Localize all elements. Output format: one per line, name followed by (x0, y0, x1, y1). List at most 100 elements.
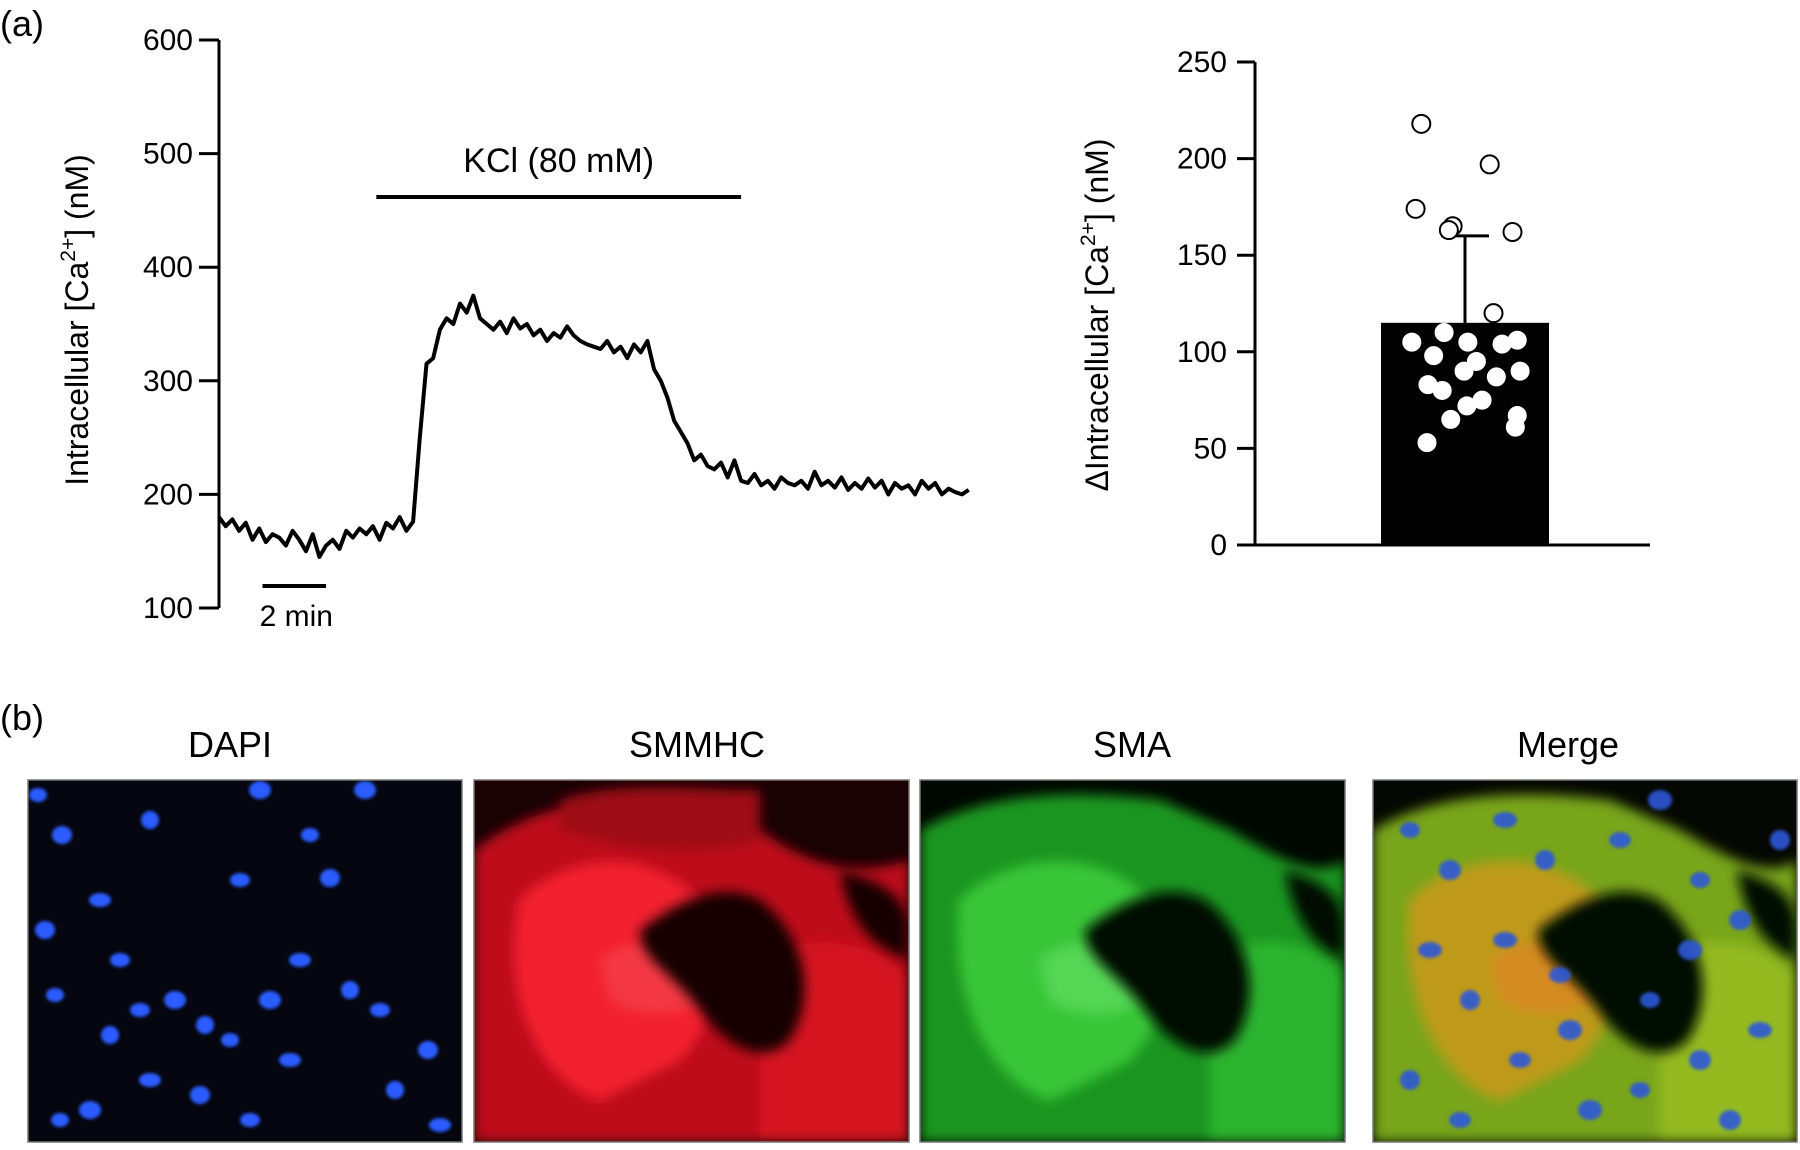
micrograph-sma-frame (919, 779, 1346, 1143)
bar-data-point (1417, 433, 1437, 453)
nucleus-mark (1578, 1100, 1602, 1120)
bar-data-point (1454, 361, 1474, 381)
micrograph-merge-image (1373, 780, 1797, 1142)
bar-y-tick-label: 250 (1177, 46, 1227, 79)
micrograph-smmhc-frame (473, 779, 910, 1143)
nucleus-mark (279, 1053, 301, 1067)
bar-data-point (1458, 332, 1478, 352)
micrograph-dapi-frame (27, 779, 463, 1143)
bar-data-point (1405, 198, 1426, 219)
nucleus-mark (259, 991, 281, 1009)
bar-data-point (1432, 380, 1452, 400)
nucleus-mark (1460, 990, 1480, 1010)
nucleus-mark (1690, 872, 1710, 888)
nucleus-mark (1418, 942, 1442, 958)
nucleus-mark (190, 1086, 210, 1104)
nucleus-mark (46, 988, 64, 1002)
bar-y-title-sup: 2+ (1077, 222, 1100, 246)
nucleus-mark (1609, 832, 1631, 848)
nucleus-mark (130, 1003, 150, 1017)
nucleus-mark (221, 1033, 239, 1047)
trace-y-tick-label: 500 (143, 138, 193, 171)
nucleus-mark (51, 1113, 69, 1127)
nucleus-mark (1640, 992, 1660, 1008)
bar-y-tick-label: 100 (1177, 336, 1227, 369)
kcl-stimulus-label: KCl (80 mM) (463, 142, 654, 180)
micrograph-title-dapi: DAPI (188, 724, 272, 765)
nucleus-mark (418, 1041, 438, 1059)
trace-y-axis-title: Intracellular [Ca2+] (nM) (57, 154, 95, 486)
nucleus-mark (1748, 1022, 1772, 1038)
calcium-trace-line (217, 293, 970, 559)
nucleus-mark (1509, 1052, 1531, 1068)
panel-label-b: (b) (0, 697, 44, 738)
bar-data-point (1457, 396, 1477, 416)
nucleus-mark (354, 781, 376, 799)
nucleus-mark (230, 873, 250, 887)
nucleus-mark (1535, 850, 1555, 870)
bar-data-point (1505, 417, 1525, 437)
bar-data-point (1483, 303, 1504, 324)
bar-y-axis-title: ΔIntracellular [Ca2+] (nM) (1077, 139, 1115, 492)
trace-y-tick-label: 300 (143, 365, 193, 398)
nucleus-mark (35, 921, 55, 939)
bar-y-tick-label: 200 (1177, 143, 1227, 176)
micrograph-title-smmhc: SMMHC (629, 724, 765, 765)
nucleus-mark (1549, 967, 1571, 983)
bar-data-point (1438, 220, 1459, 241)
trace-y-title-sup: 2+ (57, 238, 80, 262)
bar-data-point (1502, 222, 1523, 243)
nucleus-mark (289, 953, 311, 967)
trace-y-tick-label: 400 (143, 251, 193, 284)
panel-label-a: (a) (0, 3, 44, 44)
trace-y-tick-label: 600 (143, 24, 193, 57)
nucleus-mark (1678, 940, 1702, 960)
bar-mean (1381, 322, 1549, 545)
nucleus-mark (1449, 1112, 1471, 1128)
trace-y-title-post: ] (nM) (59, 154, 95, 238)
nucleus-mark (1729, 910, 1751, 930)
nucleus-mark (1648, 790, 1672, 810)
nucleus-mark (370, 1003, 390, 1017)
micrograph-title-sma: SMA (1093, 724, 1171, 765)
micrograph-smmhc-image (474, 780, 909, 1142)
calcium-trace-chart: 100 200 300 400 500 600 Intracellular [Ca2+] … (57, 24, 970, 633)
nucleus-mark (1493, 812, 1517, 828)
bar-data-point (1434, 322, 1454, 342)
micrograph-row: DAPI SMMHC SMA Merge (27, 724, 1798, 1143)
nucleus-mark (1558, 1020, 1582, 1040)
trace-y-tick-label: 200 (143, 478, 193, 511)
nucleus-mark (1400, 1070, 1420, 1090)
bar-data-point (1479, 154, 1500, 175)
bar-y-title-post: ] (nM) (1079, 139, 1115, 223)
bar-data-point (1441, 409, 1461, 429)
bar-y-tick-label: 0 (1210, 529, 1227, 562)
nucleus-mark (1400, 822, 1420, 838)
bar-marks (1381, 113, 1549, 545)
nucleus-mark (1493, 932, 1517, 948)
nucleus-mark (110, 953, 130, 967)
nucleus-mark (1689, 1050, 1711, 1070)
trace-y-tick-label: 100 (143, 592, 193, 625)
nucleus-mark (164, 991, 186, 1009)
nucleus-mark (1719, 1110, 1741, 1130)
bar-data-point (1510, 361, 1530, 381)
bar-y-tick-label: 50 (1194, 432, 1227, 465)
trace-y-ticks: 100 200 300 400 500 600 (143, 24, 219, 625)
nucleus-mark (249, 781, 271, 799)
time-scale-label: 2 min (260, 600, 333, 633)
nucleus-mark (1630, 1082, 1650, 1098)
bar-data-point (1424, 346, 1444, 366)
nucleus-mark (1439, 860, 1461, 880)
bar-data-point (1411, 113, 1432, 134)
nucleus-mark (196, 1016, 214, 1034)
nucleus-mark (240, 1113, 260, 1127)
bar-data-point (1486, 367, 1506, 387)
nucleus-mark (386, 1081, 404, 1099)
nucleus-mark (141, 811, 159, 829)
nucleus-mark (1770, 830, 1790, 850)
micrograph-dapi-image (28, 780, 462, 1142)
nucleus-mark (79, 1101, 101, 1119)
bar-data-point (1492, 334, 1512, 354)
